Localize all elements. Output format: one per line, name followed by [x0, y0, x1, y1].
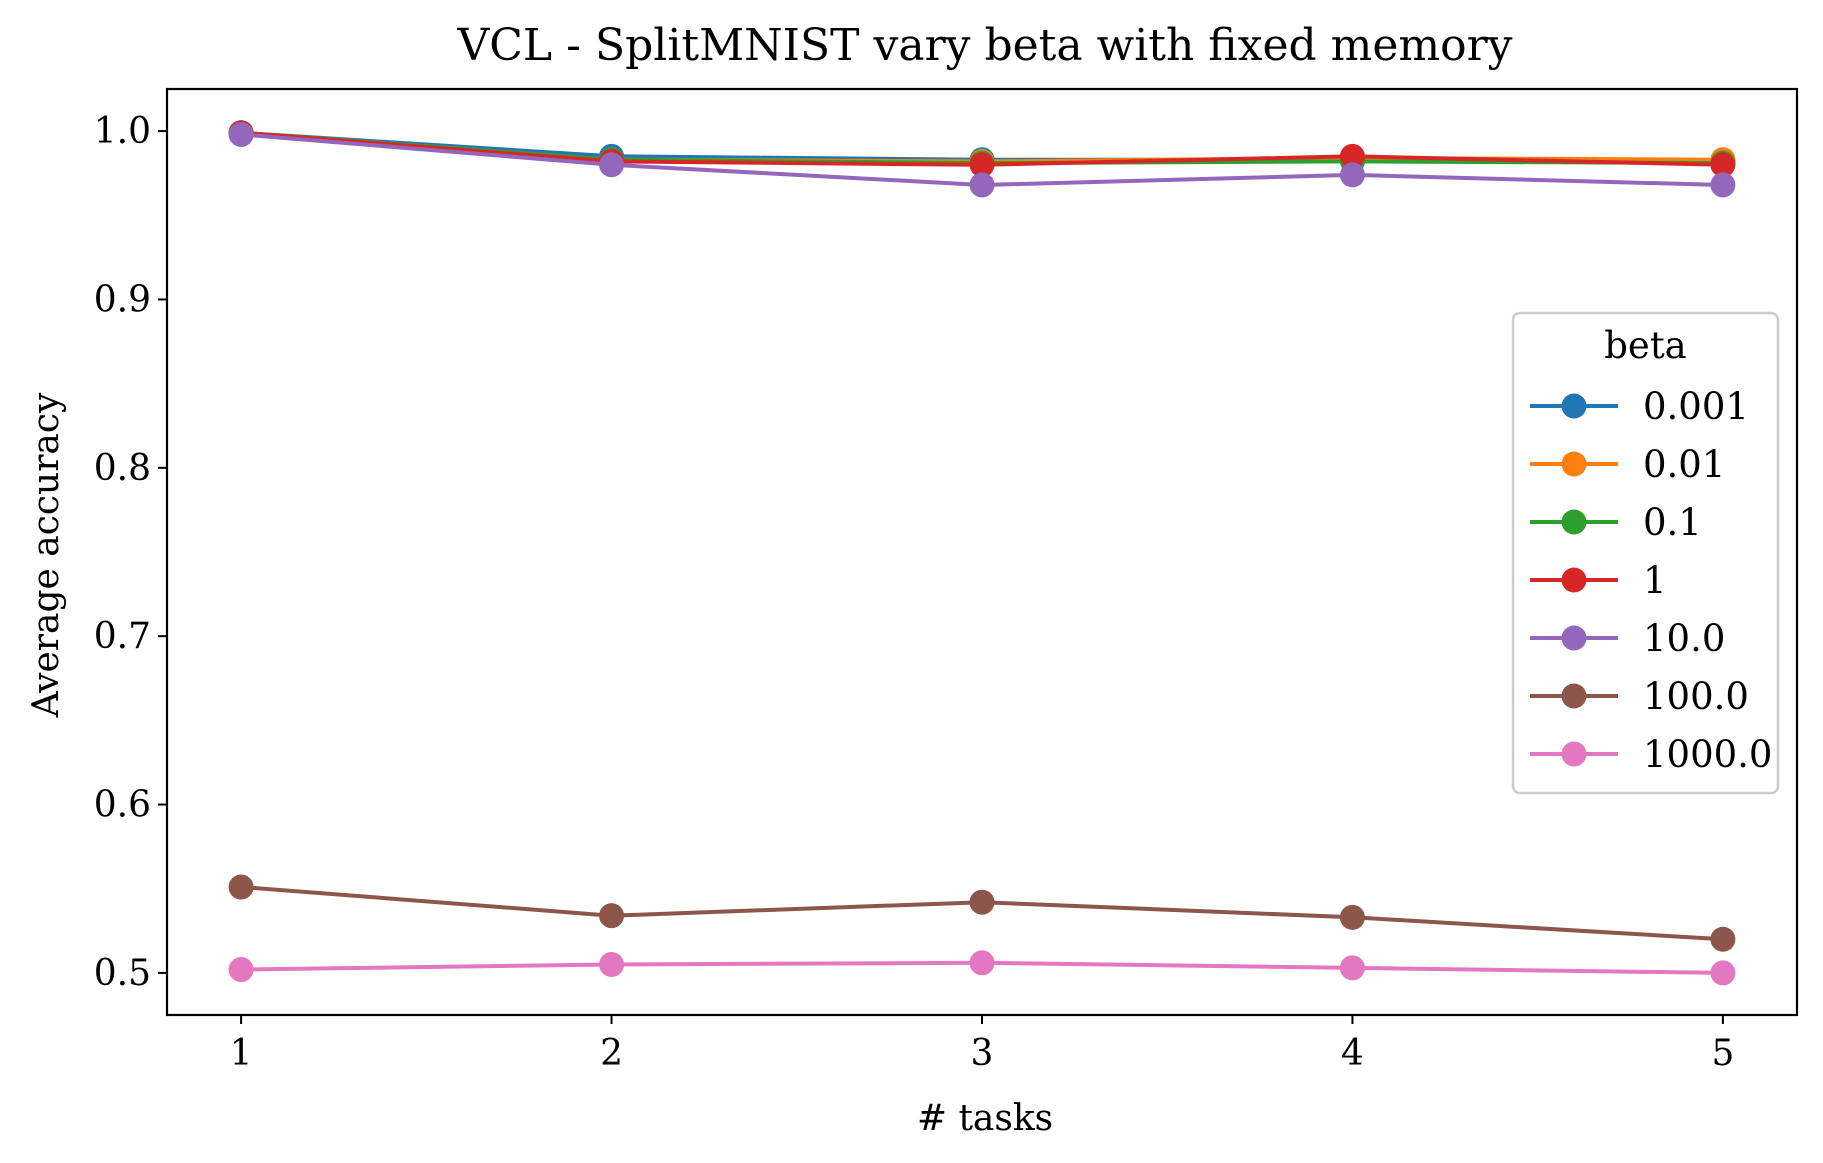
legend-label: 0.1	[1643, 501, 1702, 544]
legend-box	[1511, 311, 1780, 795]
axis-ticks: 1 2 3 4 5 0.5 0.6 0.7 0.8 0.9 1.0	[94, 111, 1735, 1074]
x-tick-label: 3	[971, 1033, 994, 1074]
data-point-10-0	[1339, 162, 1365, 188]
legend: beta 0.001 0.01 0.1 1 10.0 100.0 1000.0	[1511, 311, 1780, 795]
x-tick-label: 1	[230, 1033, 253, 1074]
series-10-0	[228, 121, 1736, 198]
series-1000-0	[228, 950, 1736, 986]
y-tick-label: 0.7	[94, 616, 151, 657]
data-point-10-0	[228, 121, 254, 147]
legend-label: 10.0	[1643, 617, 1725, 660]
legend-title: beta	[1604, 324, 1687, 367]
y-tick-label: 0.5	[94, 953, 151, 994]
legend-label: 1	[1643, 559, 1667, 602]
legend-entry: 10.0	[1530, 617, 1725, 660]
data-point-1000-0	[1710, 960, 1736, 986]
chart-title: VCL - SplitMNIST vary beta with fixed me…	[456, 20, 1512, 71]
data-point-1000-0	[599, 951, 625, 977]
legend-label: 1000.0	[1643, 733, 1772, 776]
data-point-1000-0	[228, 957, 254, 983]
data-point-100-0	[599, 903, 625, 929]
data-point-1000-0	[969, 950, 995, 976]
data-point-1	[969, 152, 995, 178]
legend-entry: 1	[1530, 559, 1667, 602]
legend-label: 0.001	[1643, 385, 1749, 428]
data-point-10-0	[1710, 172, 1736, 198]
legend-marker	[1561, 741, 1587, 767]
series-100-0	[228, 874, 1736, 952]
data-point-100-0	[969, 889, 995, 915]
legend-marker	[1561, 683, 1587, 709]
data-point-100-0	[1710, 926, 1736, 952]
data-point-1	[1710, 152, 1736, 178]
y-axis-label: Average accuracy	[26, 392, 67, 718]
legend-marker	[1561, 451, 1587, 477]
legend-marker	[1561, 567, 1587, 593]
x-tick-label: 4	[1341, 1033, 1364, 1074]
legend-entry: 0.1	[1530, 501, 1702, 544]
legend-entry: 0.01	[1530, 443, 1725, 486]
x-tick-label: 2	[600, 1033, 623, 1074]
x-axis-label: # tasks	[917, 1098, 1053, 1139]
data-point-1000-0	[1339, 955, 1365, 981]
x-tick-label: 5	[1711, 1033, 1734, 1074]
legend-entry: 100.0	[1530, 675, 1749, 718]
data-point-100-0	[1339, 904, 1365, 930]
y-tick-label: 0.8	[94, 448, 151, 489]
y-tick-label: 1.0	[94, 111, 151, 152]
legend-entry: 1000.0	[1530, 733, 1772, 776]
legend-entry: 0.001	[1530, 385, 1749, 428]
legend-marker	[1561, 625, 1587, 651]
plot-area	[228, 120, 1736, 986]
y-tick-label: 0.6	[94, 785, 151, 826]
data-point-100-0	[228, 874, 254, 900]
data-point-1	[1339, 143, 1365, 169]
data-point-10-0	[969, 172, 995, 198]
legend-marker	[1561, 393, 1587, 419]
legend-label: 0.01	[1643, 443, 1725, 486]
legend-marker	[1561, 509, 1587, 535]
data-point-10-0	[599, 152, 625, 178]
y-tick-label: 0.9	[94, 279, 151, 320]
legend-label: 100.0	[1643, 675, 1749, 718]
